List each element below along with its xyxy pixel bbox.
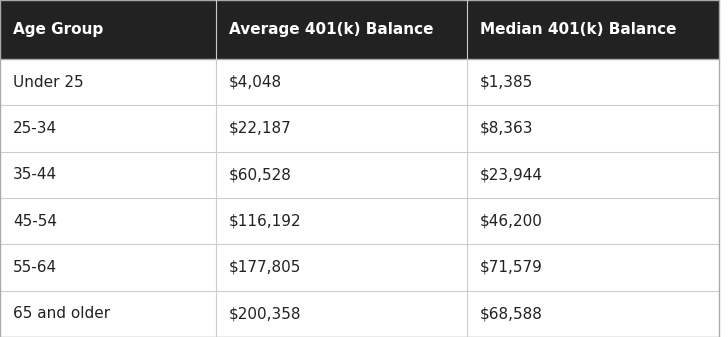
FancyBboxPatch shape xyxy=(215,0,467,59)
FancyBboxPatch shape xyxy=(215,105,467,152)
FancyBboxPatch shape xyxy=(467,105,719,152)
Text: $46,200: $46,200 xyxy=(480,214,543,229)
Text: $177,805: $177,805 xyxy=(229,260,301,275)
FancyBboxPatch shape xyxy=(215,198,467,244)
FancyBboxPatch shape xyxy=(0,198,215,244)
Text: $8,363: $8,363 xyxy=(480,121,534,136)
Text: 55-64: 55-64 xyxy=(13,260,57,275)
Text: $1,385: $1,385 xyxy=(480,74,534,90)
Text: 25-34: 25-34 xyxy=(13,121,57,136)
Text: $71,579: $71,579 xyxy=(480,260,543,275)
FancyBboxPatch shape xyxy=(467,152,719,198)
Text: $60,528: $60,528 xyxy=(229,167,291,182)
Text: 35-44: 35-44 xyxy=(13,167,57,182)
FancyBboxPatch shape xyxy=(467,0,719,59)
Text: $22,187: $22,187 xyxy=(229,121,291,136)
FancyBboxPatch shape xyxy=(0,59,215,105)
Text: $116,192: $116,192 xyxy=(229,214,301,229)
FancyBboxPatch shape xyxy=(0,290,215,337)
FancyBboxPatch shape xyxy=(467,290,719,337)
Text: $4,048: $4,048 xyxy=(229,74,282,90)
FancyBboxPatch shape xyxy=(467,59,719,105)
Text: 45-54: 45-54 xyxy=(13,214,57,229)
Text: Average 401(k) Balance: Average 401(k) Balance xyxy=(229,22,433,37)
Text: Median 401(k) Balance: Median 401(k) Balance xyxy=(480,22,676,37)
FancyBboxPatch shape xyxy=(0,0,215,59)
FancyBboxPatch shape xyxy=(0,105,215,152)
FancyBboxPatch shape xyxy=(215,244,467,290)
FancyBboxPatch shape xyxy=(0,152,215,198)
FancyBboxPatch shape xyxy=(215,152,467,198)
Text: $68,588: $68,588 xyxy=(480,306,543,321)
FancyBboxPatch shape xyxy=(215,59,467,105)
Text: $200,358: $200,358 xyxy=(229,306,301,321)
FancyBboxPatch shape xyxy=(467,198,719,244)
Text: Under 25: Under 25 xyxy=(13,74,84,90)
Text: 65 and older: 65 and older xyxy=(13,306,110,321)
FancyBboxPatch shape xyxy=(215,290,467,337)
Text: $23,944: $23,944 xyxy=(480,167,543,182)
FancyBboxPatch shape xyxy=(467,244,719,290)
Text: Age Group: Age Group xyxy=(13,22,103,37)
FancyBboxPatch shape xyxy=(0,244,215,290)
